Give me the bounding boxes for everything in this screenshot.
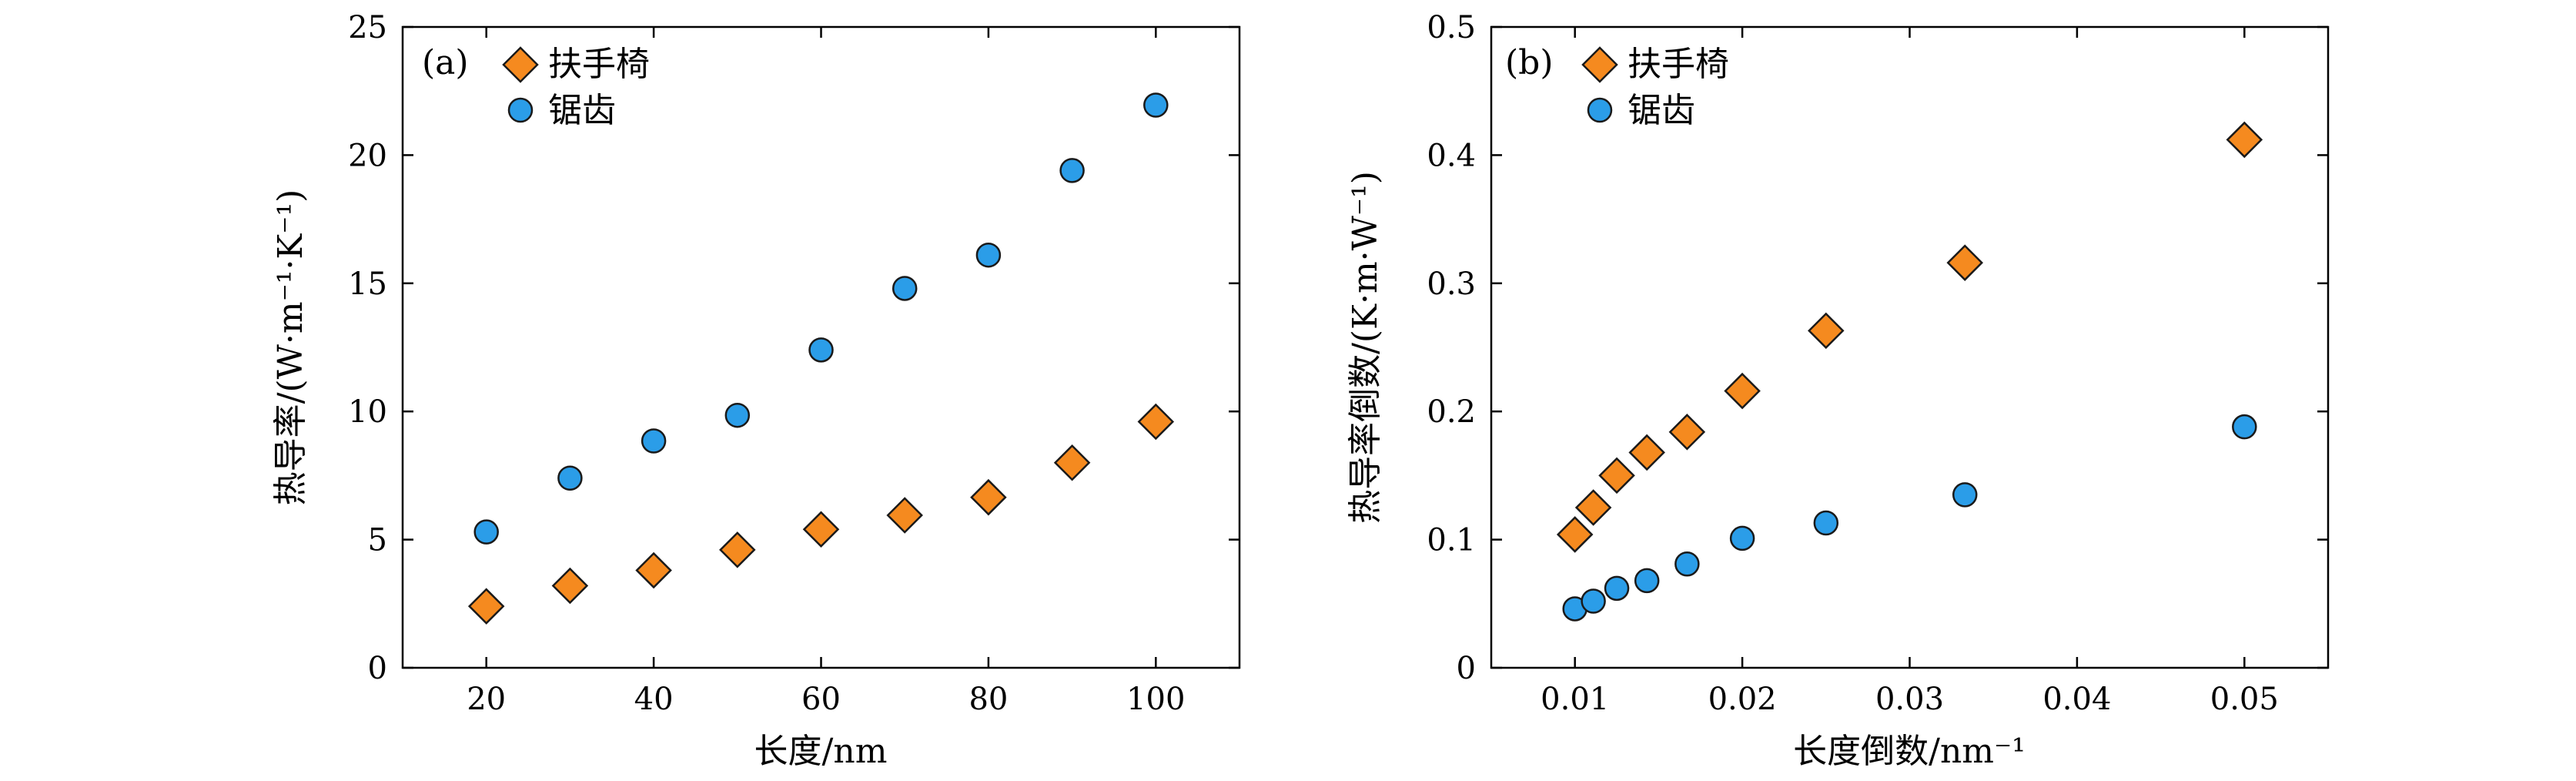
plot-frame xyxy=(1490,25,2330,669)
legend-marker-armchair xyxy=(502,46,539,83)
armchair-point xyxy=(551,567,589,605)
zigzag-point xyxy=(808,337,834,363)
armchair-point xyxy=(1808,312,1845,350)
armchair-point xyxy=(635,551,672,589)
legend-marker-armchair xyxy=(1581,46,1618,83)
zigzag-point xyxy=(892,276,918,301)
x-tick-label: 40 xyxy=(634,682,674,717)
y-tick-label: 0 xyxy=(368,651,387,686)
legend-label-zigzag: 锯齿 xyxy=(548,91,616,130)
zigzag-point xyxy=(1813,510,1839,536)
armchair-point xyxy=(886,497,923,534)
armchair-point xyxy=(1053,444,1091,481)
armchair-point xyxy=(1598,457,1635,494)
legend: 扶手椅 锯齿 xyxy=(1581,45,1729,130)
y-tick-label: 5 xyxy=(368,523,387,558)
y-tick-label: 15 xyxy=(348,266,387,302)
armchair-point xyxy=(1724,372,1761,410)
y-tick-label: 0.1 xyxy=(1427,523,1476,558)
x-tick-label: 0.03 xyxy=(1875,682,1944,717)
zigzag-point xyxy=(1674,551,1700,577)
y-tick-label: 10 xyxy=(348,394,387,430)
y-axis-label: 热导率倒数/(K·m·W⁻¹) xyxy=(1346,171,1385,524)
y-tick-label: 20 xyxy=(348,138,387,173)
armchair-point xyxy=(1574,489,1612,526)
zigzag-point xyxy=(1729,525,1755,551)
zigzag-point xyxy=(1059,158,1085,183)
zigzag-point xyxy=(1952,482,1978,508)
y-ticks: 0 0.1 0.2 0.3 0.4 0.5 xyxy=(1427,10,2328,686)
x-axis-label: 长度/nm xyxy=(754,732,888,771)
zigzag-point xyxy=(1581,588,1606,614)
panel-b: 0.01 0.02 0.03 0.04 0.05 0 0.1 0.2 0.3 0.4 0.5 (b… xyxy=(1346,10,2330,771)
data-points xyxy=(467,92,1175,625)
y-tick-label: 0.5 xyxy=(1427,10,1476,45)
legend-label-armchair: 扶手椅 xyxy=(548,45,650,84)
armchair-point xyxy=(1628,434,1665,471)
x-tick-label: 0.04 xyxy=(2042,682,2111,717)
armchair-point xyxy=(1668,414,1706,451)
x-tick-label: 20 xyxy=(467,682,506,717)
x-tick-label: 0.01 xyxy=(1541,682,1609,717)
panel-label: (b) xyxy=(1505,43,1554,82)
zigzag-point xyxy=(1604,575,1630,602)
y-tick-label: 0.2 xyxy=(1427,394,1476,430)
data-points xyxy=(1556,121,2263,622)
armchair-point xyxy=(467,588,505,625)
armchair-point xyxy=(2226,121,2263,159)
legend-label-armchair: 扶手椅 xyxy=(1628,45,1729,84)
zigzag-point xyxy=(1143,92,1169,118)
panel-label: (a) xyxy=(422,43,469,82)
x-tick-label: 0.02 xyxy=(1708,682,1777,717)
x-tick-label: 60 xyxy=(801,682,841,717)
zigzag-point xyxy=(724,402,751,428)
x-tick-label: 100 xyxy=(1126,682,1185,717)
x-tick-label: 0.05 xyxy=(2210,682,2279,717)
y-axis-label: 热导率/(W·m⁻¹·K⁻¹) xyxy=(271,189,310,506)
y-tick-label: 0 xyxy=(1457,651,1476,686)
zigzag-point xyxy=(2232,414,2257,440)
legend-marker-zigzag xyxy=(1587,97,1613,123)
x-ticks: 0.01 0.02 0.03 0.04 0.05 xyxy=(1541,27,2279,717)
x-ticks: 20 40 60 80 100 xyxy=(467,27,1185,717)
zigzag-point xyxy=(473,519,499,545)
armchair-point xyxy=(1137,403,1175,441)
y-ticks: 0 5 10 15 20 25 xyxy=(348,10,1239,686)
x-tick-label: 80 xyxy=(969,682,1008,717)
y-tick-label: 0.4 xyxy=(1427,138,1476,173)
armchair-point xyxy=(802,511,840,548)
zigzag-point xyxy=(641,428,667,454)
armchair-point xyxy=(719,531,756,568)
legend-marker-zigzag xyxy=(507,97,534,123)
legend-label-zigzag: 锯齿 xyxy=(1628,91,1695,130)
zigzag-point xyxy=(975,242,1002,268)
y-tick-label: 25 xyxy=(348,10,387,45)
zigzag-point xyxy=(557,465,583,491)
armchair-point xyxy=(970,478,1007,516)
y-tick-label: 0.3 xyxy=(1427,266,1476,302)
armchair-point xyxy=(1556,516,1594,553)
x-axis-label: 长度倒数/nm⁻¹ xyxy=(1793,732,2026,771)
legend: 扶手椅 锯齿 xyxy=(502,45,650,130)
armchair-point xyxy=(1946,244,1984,281)
zigzag-point xyxy=(1634,568,1660,594)
